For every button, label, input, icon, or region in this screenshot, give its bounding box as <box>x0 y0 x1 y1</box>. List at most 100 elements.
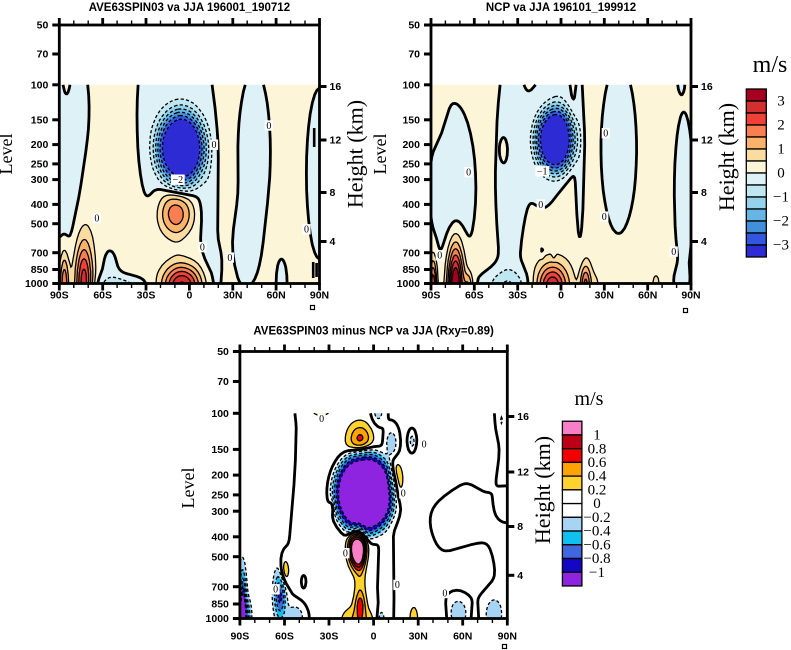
svg-text:−0.4: −0.4 <box>583 524 611 540</box>
svg-text:3: 3 <box>777 94 785 110</box>
svg-text:m/s: m/s <box>753 52 788 78</box>
svg-text:90S: 90S <box>422 290 441 302</box>
svg-text:30N: 30N <box>595 290 614 302</box>
svg-text:Height (km): Height (km) <box>714 103 739 211</box>
svg-text:NCP va JJA 196101_199912: NCP va JJA 196101_199912 <box>486 2 636 14</box>
svg-text:0: 0 <box>603 129 608 140</box>
svg-text:90S: 90S <box>50 290 69 302</box>
svg-text:50: 50 <box>37 20 49 32</box>
svg-text:100: 100 <box>402 79 420 91</box>
svg-text:−0.8: −0.8 <box>583 551 610 567</box>
svg-text:−2: −2 <box>172 175 183 186</box>
svg-text:0: 0 <box>593 496 601 512</box>
svg-text:150: 150 <box>31 114 49 126</box>
svg-text:150: 150 <box>402 114 420 126</box>
svg-text:0: 0 <box>319 414 324 425</box>
svg-text:0: 0 <box>304 225 309 236</box>
svg-text:500: 500 <box>402 218 420 230</box>
svg-text:0: 0 <box>422 439 427 450</box>
svg-text:16: 16 <box>330 81 342 93</box>
svg-text:0.4: 0.4 <box>588 469 607 485</box>
svg-text:0.6: 0.6 <box>588 455 607 471</box>
svg-text:8: 8 <box>701 187 707 199</box>
svg-text:300: 300 <box>31 174 49 186</box>
svg-text:60N: 60N <box>453 630 472 642</box>
svg-text:1000: 1000 <box>25 278 49 290</box>
svg-text:500: 500 <box>31 218 49 230</box>
svg-text:0: 0 <box>538 200 543 211</box>
svg-text:0: 0 <box>442 588 447 599</box>
svg-text:16: 16 <box>701 81 713 93</box>
svg-text:−0.2: −0.2 <box>583 510 610 526</box>
svg-text:4: 4 <box>517 570 523 582</box>
svg-text:30N: 30N <box>409 630 428 642</box>
svg-text:Level: Level <box>178 468 198 509</box>
svg-text:400: 400 <box>31 199 49 211</box>
svg-text:0: 0 <box>437 251 442 262</box>
svg-text:0: 0 <box>602 212 607 223</box>
svg-text:200: 200 <box>31 139 49 151</box>
svg-text:100: 100 <box>31 79 49 91</box>
svg-text:60N: 60N <box>638 290 657 302</box>
svg-text:30S: 30S <box>508 290 527 302</box>
svg-text:700: 700 <box>211 581 229 593</box>
svg-text:150: 150 <box>211 444 229 456</box>
svg-text:0: 0 <box>186 290 192 302</box>
svg-text:70: 70 <box>408 49 420 61</box>
svg-text:Level: Level <box>0 134 16 175</box>
svg-text:0: 0 <box>777 166 785 182</box>
svg-text:400: 400 <box>211 531 229 543</box>
svg-text:0: 0 <box>94 214 99 225</box>
svg-text:1: 1 <box>593 428 601 444</box>
svg-text:60S: 60S <box>93 290 112 302</box>
svg-text:8: 8 <box>330 187 336 199</box>
svg-text:70: 70 <box>37 49 49 61</box>
svg-text:Level: Level <box>370 134 390 175</box>
svg-text:300: 300 <box>211 506 229 518</box>
svg-text:−2: −2 <box>773 214 789 230</box>
svg-text:70: 70 <box>217 376 229 388</box>
svg-text:1000: 1000 <box>206 613 230 625</box>
svg-text:8: 8 <box>517 521 523 533</box>
svg-text:500: 500 <box>211 551 229 563</box>
svg-text:50: 50 <box>217 346 229 358</box>
svg-text:−1: −1 <box>537 167 548 178</box>
svg-text:100: 100 <box>211 408 229 420</box>
svg-text:700: 700 <box>402 247 420 259</box>
svg-text:Height (km): Height (km) <box>530 436 555 544</box>
svg-text:90S: 90S <box>231 630 250 642</box>
svg-text:850: 850 <box>211 599 229 611</box>
svg-text:0: 0 <box>273 585 278 596</box>
svg-text:90N: 90N <box>681 290 700 302</box>
svg-text:12: 12 <box>701 135 713 147</box>
svg-text:0.2: 0.2 <box>588 482 607 498</box>
svg-text:12: 12 <box>330 135 342 147</box>
svg-text:0.8: 0.8 <box>588 441 607 457</box>
svg-text:200: 200 <box>211 470 229 482</box>
svg-text:700: 700 <box>31 247 49 259</box>
svg-text:1: 1 <box>777 142 785 158</box>
svg-text:400: 400 <box>402 199 420 211</box>
svg-text:4: 4 <box>330 236 336 248</box>
svg-text:0: 0 <box>200 242 205 253</box>
svg-text:0: 0 <box>401 489 406 500</box>
svg-text:250: 250 <box>211 490 229 502</box>
svg-text:850: 850 <box>402 264 420 276</box>
svg-text:300: 300 <box>402 174 420 186</box>
svg-text:−3: −3 <box>773 238 789 254</box>
svg-text:0: 0 <box>466 168 471 179</box>
svg-text:0: 0 <box>371 630 377 642</box>
svg-text:30N: 30N <box>223 290 242 302</box>
svg-text:250: 250 <box>31 159 49 171</box>
svg-text:2: 2 <box>777 118 785 134</box>
svg-text:0: 0 <box>227 253 232 264</box>
svg-text:850: 850 <box>31 264 49 276</box>
svg-text:50: 50 <box>408 20 420 32</box>
svg-text:0: 0 <box>212 140 217 151</box>
svg-text:0: 0 <box>266 121 271 132</box>
svg-text:AVE63SPIN03 va JJA 196001_1907: AVE63SPIN03 va JJA 196001_190712 <box>89 2 290 14</box>
svg-text:90N: 90N <box>310 290 329 302</box>
svg-text:m/s: m/s <box>575 388 604 410</box>
svg-text:60S: 60S <box>465 290 484 302</box>
svg-text:200: 200 <box>402 139 420 151</box>
